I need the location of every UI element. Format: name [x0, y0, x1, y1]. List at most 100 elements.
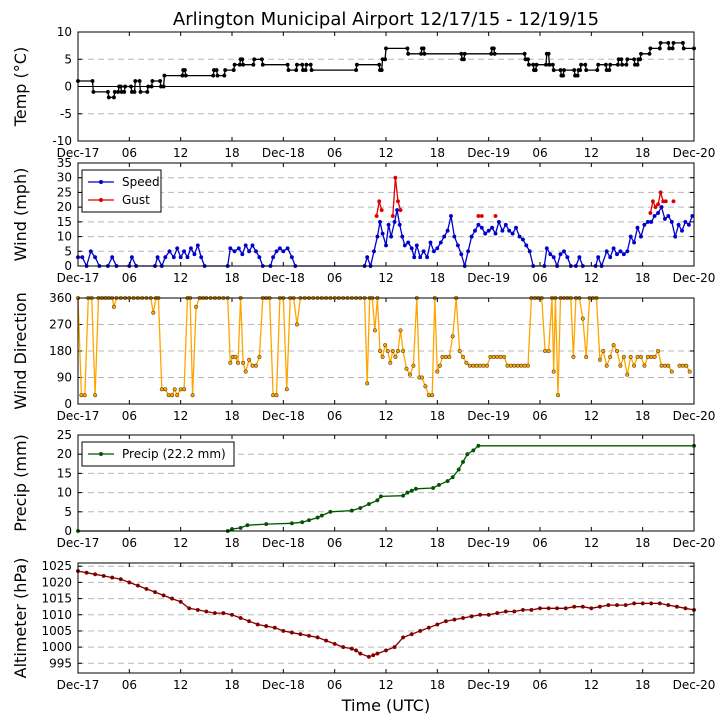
direction-series-0-point — [615, 349, 620, 354]
temp-series-0-point — [231, 68, 236, 73]
wind-series-speed-point — [80, 255, 85, 260]
direction-series-0-point — [584, 354, 589, 359]
altimeter-series-0-point — [409, 632, 414, 637]
wind-series-speed-point — [476, 222, 481, 227]
temp-series-0-point — [252, 57, 257, 62]
wind-ylabel: Wind (mph) — [11, 168, 30, 262]
precip-series-precip-22-2-mm-point — [471, 448, 476, 453]
altimeter-series-0-point — [418, 628, 423, 633]
direction-xtick-label: Dec-19 — [467, 409, 510, 423]
altimeter-series-0-point — [118, 577, 123, 582]
direction-series-0-point — [522, 363, 527, 368]
direction-series-0-point — [461, 354, 466, 359]
direction-series-0-point — [649, 354, 654, 359]
temp-series-0-point — [533, 68, 538, 73]
direction-series-0-point — [437, 363, 442, 368]
altimeter-xtick-label: Dec-20 — [673, 678, 716, 692]
altimeter-ytick-label: 1005 — [41, 624, 72, 638]
temp-series-0-point — [215, 73, 220, 78]
direction-series-0-point — [93, 393, 98, 398]
altimeter-panel: 995 1000 1005 1010 1015 1020 1025 Dec-17 06 12 18 D… — [11, 558, 715, 692]
altimeter-series-0-point — [495, 611, 500, 616]
direction-ytick-label: 270 — [49, 318, 72, 332]
temp-series-0-point — [583, 62, 588, 67]
wind-series-speed-point — [500, 228, 505, 233]
altimeter-series-0-point — [486, 612, 491, 617]
temp-series-0-point — [240, 57, 245, 62]
direction-series-0-point — [684, 363, 689, 368]
direction-ylabel: Wind Direction — [11, 292, 30, 410]
precip-ytick-label: 20 — [57, 447, 72, 461]
temp-series-0-point — [161, 84, 166, 89]
wind-series-speed-point — [656, 210, 661, 215]
temp-xtick-label: 18 — [430, 146, 445, 160]
altimeter-series-0-point — [307, 633, 312, 638]
wind-series-speed-point — [544, 246, 549, 251]
wind-ytick-label: 20 — [57, 200, 72, 214]
wind-ytick-label: 0 — [64, 259, 72, 273]
temp-series-0-point — [214, 68, 219, 73]
wind-series-speed-point — [428, 240, 433, 245]
direction-series-0-point — [383, 343, 388, 348]
temp-xtick-label: Dec-20 — [673, 146, 716, 160]
wind-series-speed-point — [395, 208, 400, 213]
temp-series-0-point — [251, 62, 256, 67]
altimeter-series-0-point — [366, 654, 371, 659]
direction-series-0-point — [505, 363, 510, 368]
wind-series-speed-point — [486, 228, 491, 233]
precip-series-precip-22-2-mm-point — [465, 452, 470, 457]
temp-series-0-point — [223, 68, 228, 73]
wind-series-speed-point — [649, 219, 654, 224]
direction-series-0-point — [166, 393, 171, 398]
altimeter-series-0-line — [77, 570, 695, 658]
direction-series-0-point — [639, 354, 644, 359]
direction-series-0-point — [365, 381, 370, 386]
direction-xtick-label: 12 — [584, 409, 599, 423]
temp-series-0-point — [294, 68, 299, 73]
direction-xtick-label: 18 — [635, 409, 650, 423]
temp-xtick-label: 06 — [327, 146, 342, 160]
temp-series-0-point — [531, 62, 536, 67]
temp-series-0-point — [638, 57, 643, 62]
direction-series-0-point — [398, 328, 403, 333]
wind-series-gust-point — [479, 213, 484, 218]
altimeter-series-0-point — [546, 606, 551, 611]
altimeter-series-0-point — [324, 638, 329, 643]
temp-xtick-label: Dec-18 — [262, 146, 305, 160]
wind-series-speed-point — [414, 243, 419, 248]
wind-series-speed-point — [431, 249, 436, 254]
altimeter-series-0-point — [204, 609, 209, 614]
wind-xtick-label: 18 — [224, 271, 239, 285]
altimeter-series-0-point — [281, 628, 286, 633]
altimeter-series-0-point — [666, 603, 671, 608]
direction-series-0-point — [228, 360, 233, 365]
temp-series-0-point — [149, 84, 154, 89]
precip-xtick-label: 06 — [327, 536, 342, 550]
direction-series-0-point — [580, 316, 585, 321]
altimeter-series-0-point — [512, 609, 517, 614]
wind-series-speed-point — [392, 219, 397, 224]
wind-series-speed-point — [503, 222, 508, 227]
altimeter-xtick-label: 12 — [173, 678, 188, 692]
direction-series-0-point — [190, 393, 195, 398]
direction-series-0-point — [284, 387, 289, 392]
wind-series-speed-point — [548, 252, 553, 257]
altimeter-series-0-point — [195, 607, 200, 612]
temp-series-0-point — [550, 62, 555, 67]
wind-series-speed-point — [524, 243, 529, 248]
direction-series-0-point — [546, 349, 551, 354]
altimeter-series-0-point — [170, 596, 175, 601]
direction-xtick-label: 12 — [173, 409, 188, 423]
direction-series-0-point — [295, 322, 300, 327]
wind-series-speed-point — [565, 255, 570, 260]
temp-series-0-point — [384, 46, 389, 51]
altimeter-series-0-point — [315, 635, 320, 640]
direction-axes-frame — [77, 297, 695, 405]
altimeter-xtick-label: 12 — [378, 678, 393, 692]
altimeter-xtick-label: Dec-18 — [262, 678, 305, 692]
direction-series-0-point — [447, 354, 452, 359]
direction-series-0-point — [457, 349, 462, 354]
altimeter-xtick-label: 18 — [430, 678, 445, 692]
direction-series-0-point — [488, 354, 493, 359]
wind-series-speed-point — [274, 249, 279, 254]
